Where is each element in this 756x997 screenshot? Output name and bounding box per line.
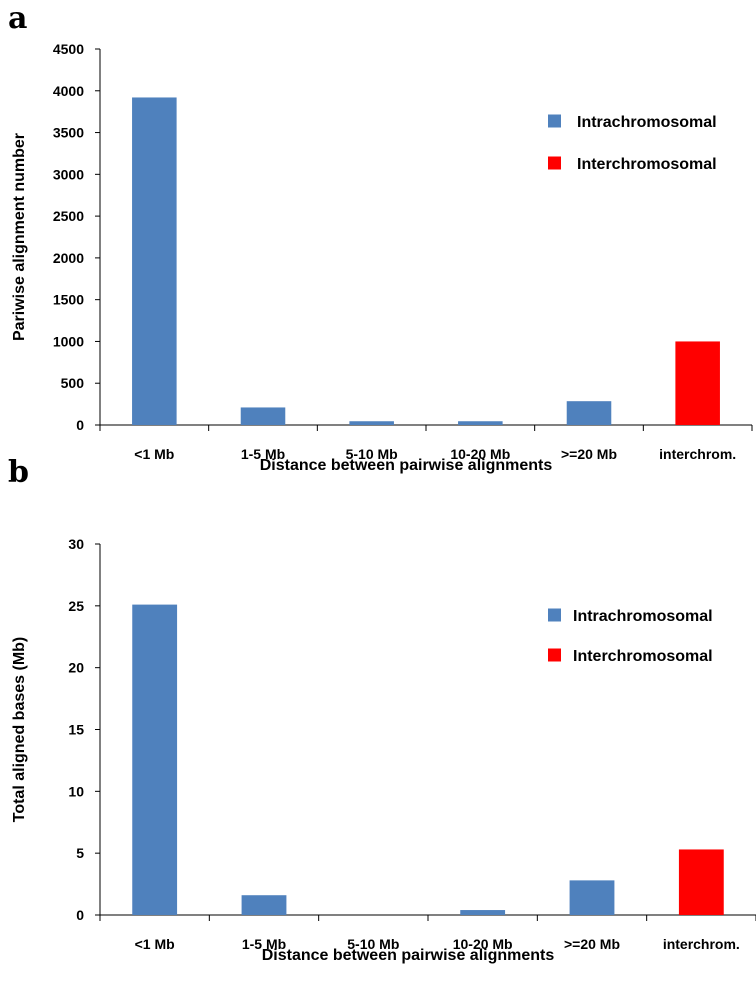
x-tick-label-interchrom: interchrom. [663,936,740,952]
bar-intrachromosomal-20-mb [569,880,615,915]
bar-intrachromosomal-1-mb [132,97,177,425]
y-tick-label: 5 [76,845,84,861]
legend-swatch-intrachromosomal-a [548,114,561,128]
y-tick-labels-b: 0 5 10 15 20 25 30 [68,536,84,923]
y-tick-label: 2000 [53,250,84,266]
legend-label-interchromosomal-a: Interchromosomal [577,156,717,173]
legend-swatch-interchromosomal-a [548,156,561,170]
panel-label-b: b [8,455,29,490]
axes-b [95,543,756,921]
x-tick-label-5-10-mb: 5-10 Mb [347,936,399,952]
legend-label-intrachromosomal-b: Intrachromosomal [573,608,713,625]
legend-swatch-interchromosomal-b [548,648,561,662]
y-tick-label: 25 [68,598,84,614]
y-tick-label: 10 [68,783,84,799]
y-tick-label: 2500 [53,208,84,224]
x-axis-title-a: Distance between pairwise alignments [260,457,553,474]
legend-swatch-intrachromosomal-b [548,608,561,622]
bar-intrachromosomal-10-20-mb [460,910,506,915]
axes-a [95,48,753,431]
y-tick-label: 500 [61,375,85,391]
y-tick-label: 4500 [53,41,84,57]
bar-interchromosomal-interchrom [678,849,724,915]
y-tick-label: 20 [68,660,84,676]
x-tick-label-interchrom: interchrom. [659,446,736,462]
bar-intrachromosomal-1-5-mb [240,407,286,425]
chart-panel-a: a 0 500 1000 1500 2000 2500 3000 3500 4000 4500 <… [8,1,753,474]
x-tick-label-1-mb: <1 Mb [135,936,175,952]
x-tick-labels-a: <1 Mb 1-5 Mb 5-10 Mb 10-20 Mb >=20 Mb interch… [134,446,736,462]
chart-panel-b: b 0 5 10 15 20 25 30 <1 Mb 1-5 Mb 5-10 Mb 10-20 M… [8,455,756,964]
legend-a: Intrachromosomal Interchromosomal [548,114,717,173]
y-tick-label: 30 [68,536,84,552]
y-axis-title-a: Pariwise alignment number [11,133,28,341]
y-tick-label: 15 [68,722,84,738]
x-axis-title-b: Distance between pairwise alignments [262,947,555,964]
x-tick-label-20-mb: >=20 Mb [561,446,617,462]
y-axis-title-b: Total aligned bases (Mb) [11,637,28,823]
legend-label-intrachromosomal-a: Intrachromosomal [577,114,717,131]
bar-intrachromosomal-10-20-mb [458,421,503,425]
bar-intrachromosomal-20-mb [566,401,612,425]
x-tick-label-20-mb: >=20 Mb [564,936,620,952]
y-tick-label: 0 [76,417,84,433]
y-tick-label: 4000 [53,83,84,99]
x-tick-label-1-5-mb: 1-5 Mb [242,936,286,952]
legend-label-interchromosomal-b: Interchromosomal [573,648,713,665]
x-tick-label-10-20-mb: 10-20 Mb [453,936,513,952]
legend-b: Intrachromosomal Interchromosomal [548,608,713,665]
bar-interchromosomal-interchrom [675,341,720,425]
x-tick-label-1-mb: <1 Mb [134,446,174,462]
y-tick-label: 1500 [53,292,84,308]
x-tick-labels-b: <1 Mb 1-5 Mb 5-10 Mb 10-20 Mb >=20 Mb interch… [135,936,740,952]
bars-a [132,97,720,425]
bar-intrachromosomal-1-5-mb [241,895,287,915]
bar-intrachromosomal-5-10-mb [349,421,394,425]
panel-label-a: a [8,1,27,36]
y-tick-label: 1000 [53,333,84,349]
x-tick-label-1-5-mb: 1-5 Mb [241,446,285,462]
y-tick-label: 3000 [53,166,84,182]
y-tick-labels-a: 0 500 1000 1500 2000 2500 3000 3500 4000 4500 [53,41,84,433]
bar-intrachromosomal-1-mb [132,604,178,915]
y-tick-label: 3500 [53,125,84,141]
x-tick-label-10-20-mb: 10-20 Mb [450,446,510,462]
x-tick-label-5-10-mb: 5-10 Mb [346,446,398,462]
bars-b [132,604,724,915]
y-tick-label: 0 [76,907,84,923]
